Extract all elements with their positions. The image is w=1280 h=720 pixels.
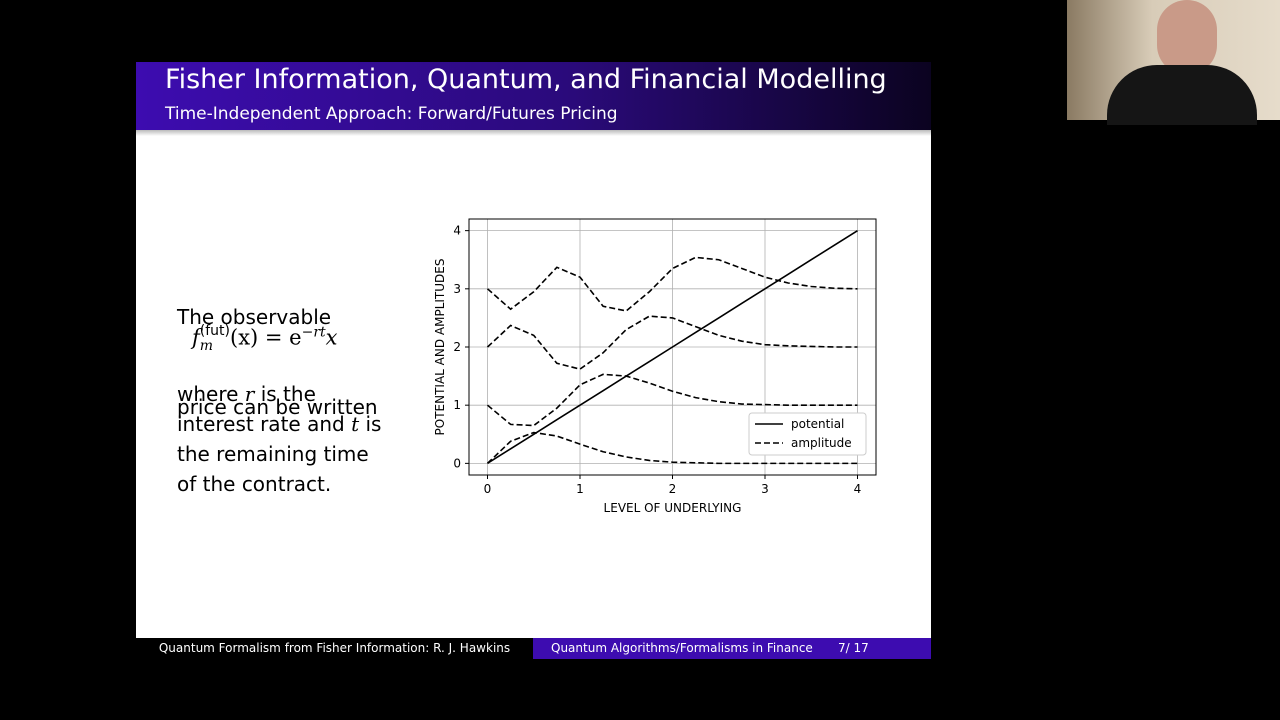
text-line: interest rate and t is (177, 409, 381, 439)
legend-label: potential (791, 417, 844, 431)
y-tick-label: 2 (453, 340, 461, 354)
series-line (486, 256, 858, 312)
text: interest rate and (177, 412, 352, 436)
text-line: The observable (177, 305, 332, 329)
series-line (487, 229, 858, 465)
math: x (325, 325, 338, 350)
math: −rt (301, 324, 326, 341)
shirt (1107, 65, 1257, 125)
header: Fisher Information, Quantum, and Financi… (136, 62, 931, 130)
plot-frame (468, 218, 877, 476)
math: f (192, 325, 200, 350)
y-tick-label: 0 (453, 456, 461, 470)
x-axis-label: LEVEL OF UNDERLYING (604, 501, 742, 515)
text-line: of the contract. (177, 469, 381, 499)
x-tick-label: 0 (484, 482, 492, 496)
footer-left: Quantum Formalism from Fisher Informatio… (136, 638, 533, 659)
math: (fut) (199, 323, 230, 339)
text-line: price can be written (177, 395, 378, 419)
header-shadow (136, 130, 931, 136)
y-tick-label: 3 (453, 282, 461, 296)
text: t (351, 412, 360, 436)
y-tick-label: 4 (453, 224, 461, 238)
scripts: (fut) m (200, 324, 230, 354)
text: is (359, 412, 382, 436)
x-tick-label: 2 (669, 482, 677, 496)
text: the remaining time (177, 442, 369, 466)
footer-mid: Quantum Algorithms/Formalisms in Finance (551, 641, 813, 655)
legend-label: amplitude (791, 436, 852, 450)
title: Fisher Information, Quantum, and Financi… (165, 64, 887, 95)
footer-right: Quantum Algorithms/Formalisms in Finance… (533, 638, 931, 659)
y-tick-label: 1 (453, 398, 461, 412)
math: m (199, 338, 214, 354)
page-number: 7/ 17 (838, 641, 869, 655)
subtitle: Time-Independent Approach: Forward/Futur… (165, 104, 618, 124)
text: where (177, 382, 245, 406)
text-line: where r is the (177, 379, 381, 409)
text-line: the remaining time (177, 439, 381, 469)
webcam (1067, 0, 1280, 125)
y-axis-label: POTENTIAL AND AMPLITUDES (433, 259, 447, 436)
text: r (244, 382, 255, 406)
slide: Fisher Information, Quantum, and Financi… (136, 62, 931, 659)
series-line (486, 373, 858, 427)
series-line (486, 431, 858, 465)
formula: f (fut) m (x) = e−rtx (192, 324, 338, 354)
body: where r is the interest rate and t is the … (177, 379, 381, 499)
text: is the (254, 382, 316, 406)
series-line (486, 315, 858, 370)
intro: The observable price can be written (177, 242, 378, 482)
x-tick-label: 4 (854, 482, 862, 496)
math: (x) = e (230, 325, 302, 350)
x-tick-label: 1 (576, 482, 584, 496)
face (1157, 0, 1217, 75)
text: of the contract. (177, 472, 332, 496)
x-tick-label: 3 (761, 482, 769, 496)
